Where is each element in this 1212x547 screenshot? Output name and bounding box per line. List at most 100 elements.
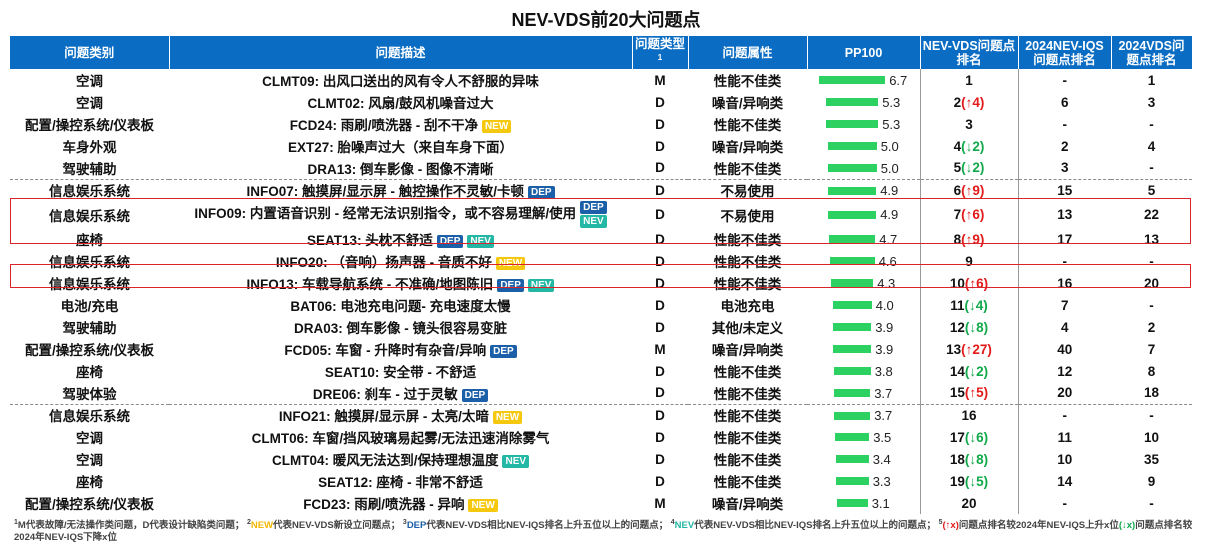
row-iqs-rank: 6 xyxy=(1060,94,1069,110)
row-type: D xyxy=(655,207,665,222)
rank-value: 17 xyxy=(949,429,965,445)
pp100-value: 4.0 xyxy=(875,297,894,313)
row-iqs-rank: 3 xyxy=(1060,160,1069,176)
table-row: 空调 CLMT02: 风扇/鼓风机噪音过大 D 噪音/异响类 5.3 2(↑4) 6 3 xyxy=(10,91,1192,113)
row-category: 信息娱乐系统 xyxy=(49,208,130,224)
rank-value: 15 xyxy=(949,385,965,401)
row-attribute: 噪音/异响类 xyxy=(711,497,784,512)
rank-change-value: ↓4 xyxy=(969,297,984,313)
rank-value: 19 xyxy=(949,473,965,489)
pp100-bar xyxy=(828,186,877,195)
badge-dep: DEP xyxy=(580,201,607,214)
row-attribute: 性能不佳类 xyxy=(713,475,782,490)
badge-nev: NEV xyxy=(527,278,555,292)
row-description-text: CLMT09: 出风口送出的风有令人不舒服的异味 xyxy=(262,74,539,89)
row-description-text: SEAT12: 座椅 - 非常不舒适 xyxy=(318,475,483,490)
row-vds-rank: 1 xyxy=(1147,72,1156,88)
rank-value: 6 xyxy=(953,182,962,198)
row-vds-rank: - xyxy=(1111,403,1192,426)
table-row: 驾驶体验 DRE06: 刹车 - 过于灵敏 DEP D 性能不佳类 3.7 15(↑5) 20… xyxy=(10,382,1192,404)
pp100-value: 4.9 xyxy=(880,183,899,199)
table-row: 座椅 SEAT10: 安全带 - 不舒适 D 性能不佳类 3.8 14(↓2) 12 8 xyxy=(10,360,1192,382)
row-description: DRA03: 倒车影像 - 镜头很容易变脏 xyxy=(169,316,632,338)
row-attribute: 性能不佳类 xyxy=(713,161,782,177)
row-pp100: 5.0 xyxy=(807,135,920,157)
row-description: SEAT13: 头枕不舒适 DEP NEV xyxy=(169,228,632,250)
fn-2-num: 2 xyxy=(246,519,251,526)
row-attribute: 电池充电 xyxy=(720,299,775,314)
fn-1-text: M代表故障/无法操作类问题，D代表设计缺陷类问题； xyxy=(17,520,245,532)
badge-dep: DEP xyxy=(461,388,489,402)
pp100-value: 3.4 xyxy=(872,451,891,467)
row-description-text: CLMT02: 风扇/鼓风机噪音过大 xyxy=(307,96,494,111)
row-category: 信息娱乐系统 xyxy=(10,403,169,426)
row-nev-rank: 5(↓2) xyxy=(919,157,1019,179)
header-desc: 问题描述 xyxy=(169,36,633,69)
table-row: 信息娱乐系统 INFO20: （音响）扬声器 - 音质不好 NEW D 性能不佳类 4.6… xyxy=(10,250,1192,272)
row-description: FCD24: 雨刷/喷洗器 - 刮不干净 NEW xyxy=(169,113,632,135)
rank-change: (↑9) xyxy=(961,231,985,247)
row-description-text: FCD23: 雨刷/喷洗器 - 异响 xyxy=(303,497,465,512)
row-description: CLMT04: 暖风无法达到/保持理想温度 NEV xyxy=(169,448,632,470)
row-description-text: DRA03: 倒车影像 - 镜头很容易变脏 xyxy=(293,321,507,336)
row-description: DRA13: 倒车影像 - 图像不清晰 xyxy=(169,157,632,179)
row-description: SEAT10: 安全带 - 不舒适 xyxy=(169,360,632,382)
row-iqs-rank: 16 xyxy=(1057,275,1073,291)
row-type: D xyxy=(655,138,665,154)
badge-nev: NEV xyxy=(502,454,530,468)
pp100-value: 5.3 xyxy=(882,116,901,132)
pp100-value: 6.7 xyxy=(889,72,908,88)
row-attribute: 不易使用 xyxy=(688,178,807,201)
row-pp100: 6.7 xyxy=(807,69,920,91)
table-row: 配置/操控系统/仪表板 FCD05: 车窗 - 升降时有杂音/异响 DEP M 噪音/异… xyxy=(10,338,1192,360)
row-nev-rank: 9 xyxy=(919,250,1019,272)
row-pp100: 5.0 xyxy=(807,157,920,179)
row-attribute: 其他/未定义 xyxy=(711,321,784,336)
row-pp100: 5.3 xyxy=(807,91,920,113)
pp100-bar xyxy=(827,164,877,173)
header-category: 问题类别 xyxy=(10,36,170,69)
rank-change: (↑27) xyxy=(961,341,992,357)
fn-3-num: 3 xyxy=(402,519,407,526)
row-vds-rank: 8 xyxy=(1147,363,1156,379)
row-vds-rank: 9 xyxy=(1147,473,1156,489)
rank-change-value: ↓2 xyxy=(965,138,980,154)
table-body: 空调 CLMT09: 出风口送出的风有令人不舒服的异味 M 性能不佳类 6.7 1-1 空调… xyxy=(10,69,1192,514)
rank-value: 1 xyxy=(965,72,973,88)
row-iqs-rank: 17 xyxy=(1057,231,1073,247)
row-iqs-rank: 40 xyxy=(1057,341,1073,357)
row-iqs-rank: - xyxy=(1062,116,1068,132)
row-pp100: 3.5 xyxy=(807,426,920,448)
pp100-value: 3.8 xyxy=(874,363,893,379)
row-vds-rank: - xyxy=(1149,495,1154,511)
row-pp100: 3.7 xyxy=(807,403,920,426)
row-attribute: 性能不佳类 xyxy=(713,277,782,292)
row-description-text: SEAT13: 头枕不舒适 xyxy=(307,233,433,248)
row-pp100: 3.1 xyxy=(807,492,920,514)
row-nev-rank: 11(↓4) xyxy=(919,294,1019,316)
row-description: INFO21: 触摸屏/显示屏 - 太亮/太暗 NEW xyxy=(169,403,632,426)
rank-change-value: ↓2 xyxy=(969,363,984,379)
row-pp100: 4.9 xyxy=(807,178,920,201)
rank-value: 14 xyxy=(949,363,965,379)
row-description: BAT06: 电池充电问题- 充电速度太慢 xyxy=(169,294,632,316)
pp100-value: 3.1 xyxy=(871,495,890,511)
row-nev-rank: 20 xyxy=(919,492,1019,514)
row-iqs-rank: 11 xyxy=(1057,429,1072,445)
table-row: 空调 CLMT09: 出风口送出的风有令人不舒服的异味 M 性能不佳类 6.7 1 - 1 xyxy=(10,69,1192,91)
pp100-bar xyxy=(829,235,876,244)
page-title: NEV-VDS前20大问题点 xyxy=(511,10,701,30)
badge-dep: DEP xyxy=(436,234,464,248)
rank-change-value: ↑27 xyxy=(965,341,988,357)
header-iqs-rank: 2024NEV-IQS问题点排名 xyxy=(1018,36,1112,69)
header-pp100: PP100 xyxy=(807,36,921,69)
row-vds-rank: 10 xyxy=(1143,429,1160,445)
fn-3-text: 代表NEV-VDS相比NEV-IQS排名上升五位以上的问题点； xyxy=(426,520,669,532)
row-description-text: INFO21: 触摸屏/显示屏 - 太亮/太暗 xyxy=(278,409,489,425)
row-iqs-rank: 12 xyxy=(1057,363,1073,379)
row-pp100: 3.8 xyxy=(807,360,920,382)
rank-value: 20 xyxy=(961,495,977,511)
rank-change-value: ↓5 xyxy=(969,473,984,489)
rank-value: 2 xyxy=(953,94,962,110)
row-category: 座椅 xyxy=(76,475,103,490)
